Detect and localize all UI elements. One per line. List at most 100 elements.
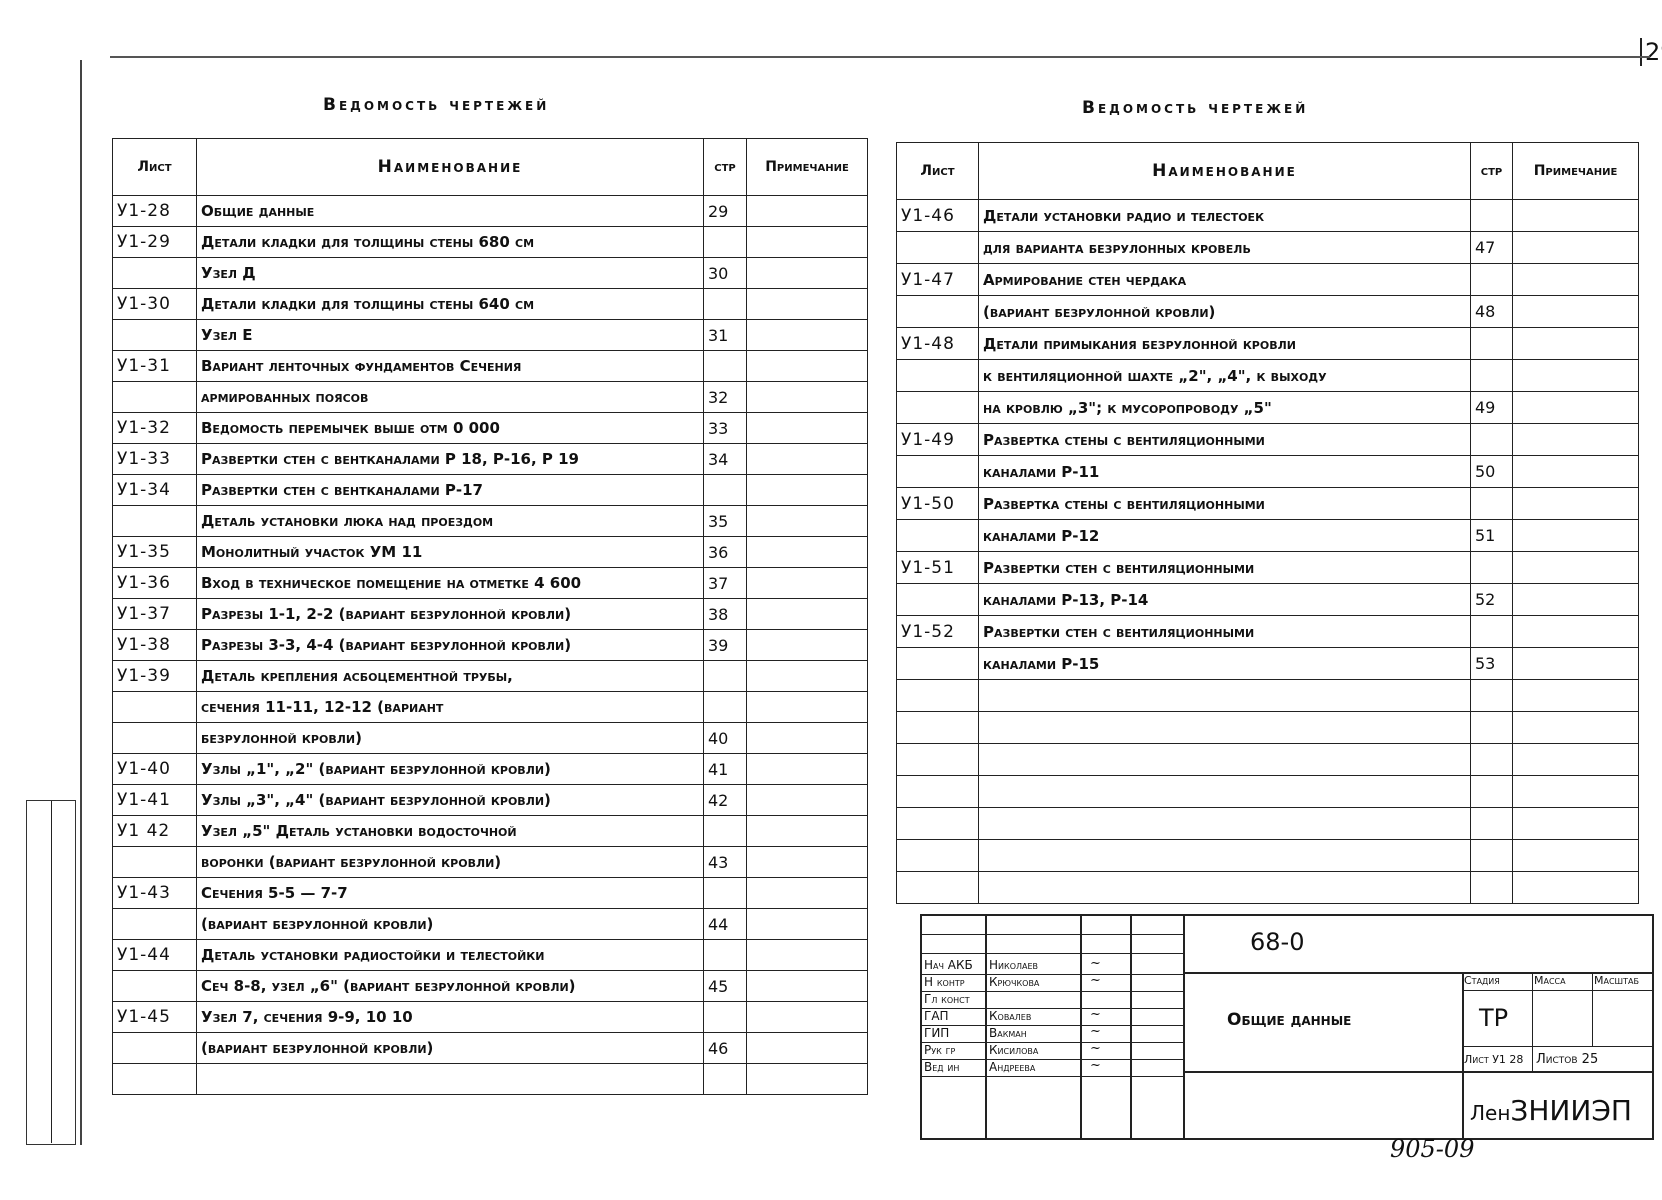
- name-cell: к вентиляционной шахте „2", „4", к выход…: [978, 359, 1471, 392]
- role-label: Вед ин: [924, 1060, 960, 1074]
- header-name: Наименование: [978, 142, 1471, 200]
- page-cell: 49: [1470, 391, 1513, 424]
- page-cell: [1470, 743, 1513, 776]
- page-cell: 30: [703, 257, 747, 289]
- page-cell: [703, 1001, 747, 1033]
- name-cell: Монолитный участок УМ 11: [196, 536, 704, 568]
- page-cell: 52: [1470, 583, 1513, 616]
- name-cell: [978, 711, 1471, 744]
- note-cell: [1512, 455, 1639, 488]
- sheet-cell: У1-37: [112, 598, 197, 630]
- note-cell: [746, 753, 868, 785]
- name-cell: [978, 743, 1471, 776]
- note-cell: [746, 319, 868, 351]
- note-cell: [746, 1001, 868, 1033]
- name-cell: Деталь установки радиостойки и телестойк…: [196, 939, 704, 971]
- table-row: Узел Д 30: [112, 257, 868, 289]
- sheet-cell: [896, 231, 979, 264]
- table-row: Деталь установки люка над проездом 35: [112, 505, 868, 537]
- table-row: У1-39 Деталь крепления асбоцементной труб…: [112, 660, 868, 692]
- sheet-cell: [112, 722, 197, 754]
- note-cell: [1512, 359, 1639, 392]
- note-cell: [746, 598, 868, 630]
- role-person-name: Ковалев: [989, 1009, 1032, 1023]
- note-cell: [1512, 263, 1639, 296]
- name-cell: Узел Е: [196, 319, 704, 351]
- row-divider: [922, 1042, 1183, 1043]
- page-cell: 47: [1470, 231, 1513, 264]
- name-cell: Развертки стен с вентканалами Р 18, Р-16…: [196, 443, 704, 475]
- note-cell: [1512, 711, 1639, 744]
- name-cell: (вариант безрулонной кровли): [196, 908, 704, 940]
- note-cell: [746, 226, 868, 258]
- stage-value: ТР: [1479, 1004, 1509, 1032]
- table-row: [896, 775, 1639, 808]
- note-cell: [746, 381, 868, 413]
- page-cell: 45: [703, 970, 747, 1002]
- sheet-cell: [112, 970, 197, 1002]
- sheet-cell: [112, 691, 197, 723]
- page-cell: 51: [1470, 519, 1513, 552]
- sheet-cell: [896, 743, 979, 776]
- sheet-cell: У1-31: [112, 350, 197, 382]
- header-note: Примечание: [1512, 142, 1639, 200]
- organization-logo: ЛенЗНИИЭП: [1470, 1094, 1632, 1127]
- page-cell: 50: [1470, 455, 1513, 488]
- signature: ~: [1090, 956, 1101, 971]
- page-cell: 37: [703, 567, 747, 599]
- organization-name: ЗНИИЭП: [1510, 1094, 1632, 1127]
- sheet-cell: У1-50: [896, 487, 979, 520]
- table-row: каналами Р-13, Р-14 52: [896, 583, 1639, 616]
- note-cell: [1512, 327, 1639, 360]
- page-cell: [1470, 615, 1513, 648]
- sheet-cell: [112, 381, 197, 413]
- table-row: (вариант безрулонной кровли) 48: [896, 295, 1639, 328]
- sheet-name: Общие данные: [1227, 1010, 1352, 1030]
- name-cell: [978, 871, 1471, 904]
- name-cell: [978, 775, 1471, 808]
- table-row: У1-47 Армирование стен чердака: [896, 263, 1639, 296]
- note-cell: [1512, 615, 1639, 648]
- sheet-cell: У1-36: [112, 567, 197, 599]
- header-page: стр: [703, 138, 747, 196]
- row-divider: [922, 991, 1183, 992]
- name-cell: Узел „5" Деталь установки водосточной: [196, 815, 704, 847]
- role-person-name: Андреева: [989, 1060, 1036, 1074]
- name-cell: Развертка стены с вентиляционными: [978, 423, 1471, 456]
- page-cell: 40: [703, 722, 747, 754]
- name-cell: Вход в техническое помещение на отметке …: [196, 567, 704, 599]
- organization-prefix: Лен: [1470, 1101, 1511, 1125]
- table-row: Узел Е 31: [112, 319, 868, 351]
- table-row: У1 42 Узел „5" Деталь установки водосточн…: [112, 815, 868, 847]
- page-cell: [703, 877, 747, 909]
- name-cell: Детали кладки для толщины стены 680 см: [196, 226, 704, 258]
- table-row: У1-45 Узел 7, сечения 9-9, 10 10: [112, 1001, 868, 1033]
- note-cell: [746, 1063, 868, 1095]
- note-cell: [746, 567, 868, 599]
- role-label: ГАП: [924, 1009, 949, 1023]
- note-cell: [746, 939, 868, 971]
- table-row: У1-46 Детали установки радио и телестоек: [896, 199, 1639, 232]
- name-cell: [978, 839, 1471, 872]
- table-row: Сеч 8-8, узел „6" (вариант безрулонной к…: [112, 970, 868, 1002]
- page-cell: [1470, 327, 1513, 360]
- name-cell: воронки (вариант безрулонной кровли): [196, 846, 704, 878]
- table-row: У1-31 Вариант ленточных фундаментов Сечен…: [112, 350, 868, 382]
- sheet-cell: У1-34: [112, 474, 197, 506]
- page-cell: [1470, 551, 1513, 584]
- sheet-cell: [112, 846, 197, 878]
- name-cell: (вариант безрулонной кровли): [978, 295, 1471, 328]
- table-row: для варианта безрулонных кровель 47: [896, 231, 1639, 264]
- note-cell: [746, 722, 868, 754]
- page-cell: [1470, 839, 1513, 872]
- sheet-cell: [112, 257, 197, 289]
- table-row: [896, 807, 1639, 840]
- note-cell: [1512, 231, 1639, 264]
- title-block: Нач АКБ Николаев ~ Н контр Крючкова ~ Гл конст…: [920, 914, 1654, 1140]
- table-row: каналами Р-11 50: [896, 455, 1639, 488]
- note-cell: [746, 908, 868, 940]
- table-row: У1-29 Детали кладки для толщины стены 680…: [112, 226, 868, 258]
- signature: ~: [1090, 1024, 1101, 1039]
- name-cell: безрулонной кровли): [196, 722, 704, 754]
- page-cell: 43: [703, 846, 747, 878]
